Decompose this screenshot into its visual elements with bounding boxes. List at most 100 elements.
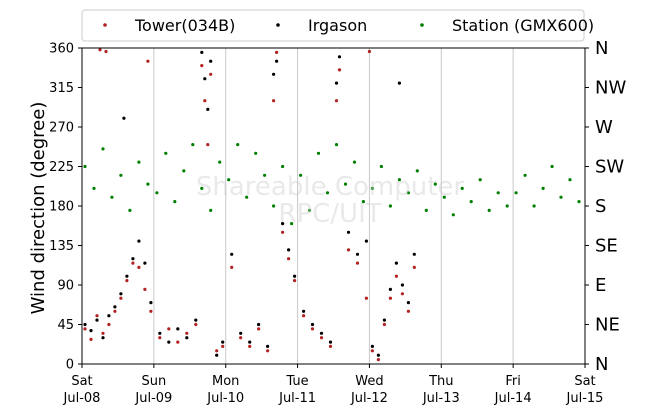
data-point [107, 322, 111, 327]
data-point [236, 143, 240, 147]
data-point [328, 340, 333, 344]
data-point [173, 200, 177, 204]
data-point [275, 59, 279, 63]
data-point [442, 195, 446, 199]
data-point [415, 169, 419, 173]
watermark-line-1: Shareable Computer [196, 172, 465, 202]
data-point [113, 305, 117, 309]
data-point [206, 143, 210, 147]
data-point [406, 191, 410, 195]
data-point [316, 151, 321, 155]
data-point [400, 292, 404, 296]
data-point [328, 344, 333, 348]
data-point [532, 204, 536, 208]
y-tick-label: 270 [49, 121, 74, 136]
x-tick-date: Jul-15 [566, 391, 604, 406]
data-point [394, 274, 398, 278]
x-tick-date: Jul-08 [63, 391, 101, 406]
data-point [239, 331, 243, 335]
data-point [110, 195, 114, 199]
data-point [388, 287, 392, 291]
data-point [230, 265, 234, 269]
data-point [119, 296, 123, 300]
data-point [487, 208, 491, 212]
data-point [346, 248, 351, 252]
data-point [334, 99, 339, 103]
legend-label: Station (GMX600) [452, 16, 594, 35]
data-point [125, 274, 129, 278]
data-point [337, 68, 342, 72]
data-point [176, 340, 180, 344]
data-point [218, 160, 222, 164]
data-point [293, 279, 297, 283]
data-point [451, 213, 455, 217]
data-point [290, 222, 294, 226]
data-point [149, 301, 153, 305]
data-point [119, 173, 123, 177]
data-point [104, 49, 108, 54]
data-point [155, 191, 159, 195]
data-point [523, 173, 527, 177]
data-point [215, 349, 219, 353]
data-point [221, 344, 225, 348]
data-point [281, 164, 285, 169]
x-tick-day: Thu [428, 374, 453, 389]
data-point [89, 329, 93, 333]
data-point [302, 314, 306, 318]
data-point [505, 204, 509, 208]
data-point [83, 164, 87, 169]
data-point [137, 265, 141, 269]
data-point [382, 318, 386, 322]
data-point [230, 252, 234, 256]
data-point [257, 322, 261, 327]
y-tick-label: 45 [57, 318, 74, 333]
y-tick-label: 0 [66, 358, 74, 373]
data-point [478, 178, 482, 182]
y-tick-label: 90 [57, 279, 74, 294]
data-point [119, 292, 123, 296]
data-point [128, 208, 132, 212]
data-point [541, 186, 545, 190]
data-point [83, 322, 87, 327]
data-point [394, 261, 398, 265]
compass-label: SE [595, 236, 618, 257]
data-point [406, 301, 410, 305]
data-point [200, 50, 204, 55]
data-point [299, 173, 303, 177]
data-point [367, 49, 371, 54]
data-point [568, 178, 572, 182]
data-point [272, 204, 276, 208]
compass-label: N [595, 354, 608, 375]
data-point [370, 186, 374, 190]
data-point [325, 191, 330, 195]
data-point [370, 344, 374, 348]
data-point [203, 99, 207, 103]
data-point [149, 309, 153, 313]
data-point [125, 279, 129, 283]
data-point [310, 327, 315, 331]
y-tick-label: 180 [49, 200, 74, 215]
data-point [469, 200, 473, 204]
data-point [400, 283, 404, 287]
x-tick-day: Wed [355, 374, 383, 389]
data-point [158, 336, 162, 340]
data-point [167, 340, 171, 344]
data-point [559, 195, 563, 199]
data-point [239, 336, 243, 340]
data-point [263, 173, 267, 177]
data-point [122, 116, 126, 120]
data-point [334, 81, 339, 85]
data-point [146, 59, 150, 63]
data-point [287, 248, 291, 252]
data-point [146, 182, 150, 186]
data-point [376, 358, 380, 362]
legend-marker [103, 23, 107, 27]
data-point [221, 340, 225, 344]
x-tick-day: Fri [505, 374, 521, 389]
data-point [248, 340, 252, 344]
series-tower-034b [83, 48, 416, 362]
x-tick-date: Jul-09 [134, 391, 172, 406]
data-point [364, 239, 368, 243]
data-point [143, 287, 147, 291]
y-tick-label: 360 [49, 42, 74, 57]
